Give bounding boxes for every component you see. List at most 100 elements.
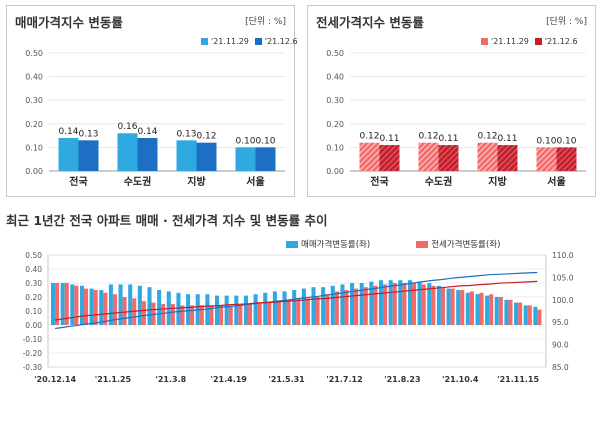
- jeonse-change-bar: [479, 292, 484, 325]
- sale-change-bar: [321, 287, 326, 325]
- x-category-label: 서울: [547, 175, 565, 188]
- x-category-label: 수도권: [425, 176, 453, 188]
- y-tick-label: 0.00: [326, 167, 344, 176]
- jeonse-change-bar: [402, 283, 407, 325]
- jeonse-change-bar: [527, 305, 532, 325]
- jeonse-change-bar: [296, 298, 301, 325]
- legend-swatch: [254, 38, 262, 45]
- sale-change-bar: [330, 285, 335, 325]
- jeonse-legend: '21.11.29 '21.12.6: [475, 37, 578, 46]
- jeonse-change-bar: [334, 291, 339, 325]
- legend-swatch: [481, 38, 488, 45]
- bar: [497, 145, 518, 171]
- bar-value-label: 0.13: [78, 129, 98, 139]
- bar-value-label: 0.12: [477, 132, 497, 142]
- bar-value-label: 0.10: [235, 136, 255, 146]
- sale-change-bar: [504, 299, 509, 325]
- x-tick-label: '21.8.23: [384, 375, 420, 384]
- sale-change-bar: [79, 285, 84, 325]
- jeonse-unit-label: [단위 : %]: [546, 17, 587, 27]
- jeonse-change-bar: [83, 288, 89, 325]
- bar: [255, 147, 276, 171]
- jeonse-change-bar: [238, 305, 243, 325]
- sale-legend: '21.11.29 '21.12.6: [195, 37, 298, 46]
- jeonse-change-bar: [228, 305, 233, 325]
- y-right-tick-label: 110.0: [552, 251, 574, 260]
- bar-value-label: 0.11: [379, 134, 399, 144]
- sale-change-bar: [118, 284, 123, 325]
- sale-change-bar: [224, 295, 229, 325]
- y-tick-label: 0.10: [25, 143, 43, 152]
- jeonse-change-bar: [440, 287, 445, 325]
- y-tick-label: 0.20: [25, 120, 43, 129]
- sale-change-bar: [523, 305, 528, 325]
- bar: [196, 142, 217, 171]
- sale-change-bar: [350, 283, 355, 325]
- sale-change-bar: [186, 294, 191, 325]
- sale-change-bar: [272, 291, 277, 325]
- y-right-tick-label: 100.0: [552, 296, 574, 305]
- jeonse-change-bar: [103, 292, 108, 325]
- sale-change-bar: [436, 285, 441, 325]
- bar-value-label: 0.12: [359, 132, 379, 142]
- bar-value-label: 0.10: [556, 136, 576, 146]
- jeonse-change-bar: [421, 284, 426, 325]
- jeonse-change-bar: [151, 302, 156, 325]
- sale-change-bar: [253, 294, 258, 325]
- jeonse-change-bar: [344, 290, 349, 325]
- bar-value-label: 0.12: [418, 132, 438, 142]
- y-tick-label: 0.30: [326, 96, 344, 105]
- y-tick-label: 0.20: [326, 120, 344, 129]
- sale-unit-label: [단위 : %]: [245, 17, 286, 27]
- bar-value-label: 0.14: [58, 127, 78, 137]
- bar: [556, 147, 577, 171]
- jeonse-change-bar: [489, 294, 494, 325]
- x-tick-label: '21.1.25: [95, 375, 132, 384]
- sale-change-bar: [465, 292, 470, 325]
- sale-change-bar: [388, 280, 393, 325]
- legend-swatch: [534, 38, 542, 45]
- sale-change-bar: [263, 292, 268, 325]
- legend-swatch: [286, 240, 298, 248]
- y-left-tick-label: -0.20: [23, 349, 43, 358]
- y-tick-label: 0.50: [25, 49, 43, 58]
- jeonse-index-line: [55, 280, 538, 321]
- sale-change-bar: [359, 283, 364, 325]
- y-right-tick-label: 95.0: [552, 318, 569, 327]
- bar: [438, 145, 459, 171]
- sale-change-bar: [427, 283, 432, 325]
- bar: [477, 142, 498, 171]
- bar-value-label: 0.10: [255, 136, 275, 146]
- sale-change-bar: [215, 295, 220, 325]
- sale-change-bar: [407, 280, 412, 325]
- sale-index-line: [55, 271, 538, 330]
- y-right-tick-label: 105.0: [552, 273, 574, 282]
- x-tick-label: '21.10.4: [442, 375, 479, 384]
- bar: [137, 137, 158, 171]
- x-category-label: 전국: [69, 175, 87, 188]
- y-left-tick-label: 0.00: [25, 321, 42, 330]
- jeonse-change-bar: [286, 299, 291, 325]
- y-left-tick-label: 0.40: [25, 265, 42, 274]
- jeonse-change-bar: [247, 304, 253, 325]
- sale-change-bar: [475, 294, 480, 325]
- jeonse-change-bar: [180, 305, 185, 325]
- legend-label: '21.12.6: [544, 37, 578, 46]
- y-left-tick-label: 0.10: [25, 307, 42, 316]
- y-right-tick-label: 85.0: [552, 363, 569, 372]
- trend-title: 최근 1년간 전국 아파트 매매 · 전세가격 지수 및 변동률 추이: [6, 213, 328, 228]
- bar-value-label: 0.16: [117, 122, 137, 132]
- y-tick-label: 0.50: [326, 49, 344, 58]
- sale-change-bar: [369, 281, 374, 325]
- x-category-label: 서울: [246, 175, 264, 188]
- sale-change-bar: [417, 281, 422, 325]
- sale-change-bar: [99, 290, 104, 325]
- bar: [176, 140, 197, 171]
- legend-label: '21.11.29: [211, 37, 249, 46]
- sale-change-panel: 매매가격지수 변동률 [단위 : %] '21.11.29 '21.12.6 0…: [6, 5, 298, 197]
- sale-change-bar: [89, 288, 94, 325]
- jeonse-change-bar: [122, 297, 127, 325]
- bar-value-label: 0.11: [497, 134, 517, 144]
- x-tick-label: '21.7.12: [326, 375, 362, 384]
